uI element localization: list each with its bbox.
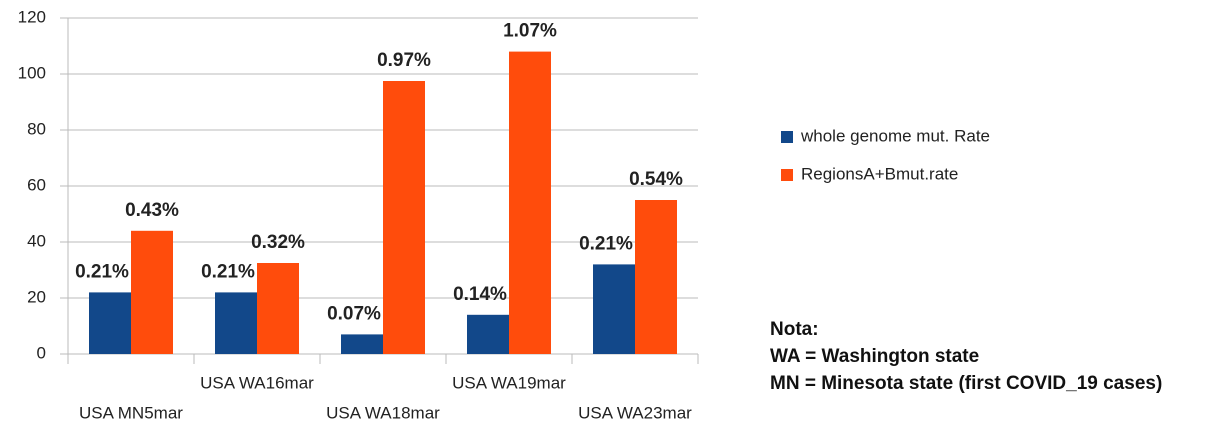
value-label: 0.32% bbox=[251, 232, 305, 253]
y-tick-label: 80 bbox=[27, 119, 46, 138]
value-label: 0.97% bbox=[377, 50, 431, 71]
value-label: 0.07% bbox=[327, 303, 381, 324]
x-tick-label: USA WA18mar bbox=[326, 403, 440, 422]
legend-swatch bbox=[781, 169, 793, 181]
legend-label: RegionsA+Bmut.rate bbox=[801, 164, 958, 183]
bar bbox=[593, 264, 635, 354]
value-label: 0.21% bbox=[201, 261, 255, 282]
note-title: Nota: bbox=[770, 319, 819, 340]
bar bbox=[467, 314, 509, 354]
x-tick-label: USA WA23mar bbox=[578, 403, 692, 422]
legend-swatch bbox=[781, 131, 793, 143]
note-line: MN = Minesota state (first COVID_19 case… bbox=[770, 373, 1163, 394]
y-tick-label: 60 bbox=[27, 175, 46, 194]
y-tick-label: 100 bbox=[18, 63, 46, 82]
note: Nota: WA = Washington state MN = Minesot… bbox=[770, 316, 1210, 397]
bar bbox=[89, 292, 131, 354]
bar bbox=[509, 51, 551, 354]
value-label: 1.07% bbox=[503, 21, 557, 42]
x-tick-label: USA MN5mar bbox=[79, 403, 183, 422]
x-tick-label: USA WA16mar bbox=[200, 373, 314, 392]
y-tick-label: 40 bbox=[27, 231, 46, 250]
bar bbox=[635, 200, 677, 354]
value-label: 0.21% bbox=[75, 261, 129, 282]
legend-label: whole genome mut. Rate bbox=[800, 126, 990, 145]
note-line: WA = Washington state bbox=[770, 346, 980, 367]
x-tick-label: USA WA19mar bbox=[452, 373, 566, 392]
value-label: 0.43% bbox=[125, 200, 179, 221]
bar bbox=[341, 334, 383, 354]
value-label: 0.14% bbox=[453, 284, 507, 305]
bar bbox=[131, 230, 173, 354]
bar bbox=[257, 263, 299, 354]
value-label: 0.54% bbox=[629, 169, 683, 190]
value-label: 0.21% bbox=[579, 233, 633, 254]
y-tick-label: 20 bbox=[27, 287, 46, 306]
y-tick-label: 0 bbox=[37, 343, 46, 362]
bar bbox=[383, 81, 425, 354]
bar bbox=[215, 292, 257, 354]
y-tick-label: 120 bbox=[18, 7, 46, 26]
